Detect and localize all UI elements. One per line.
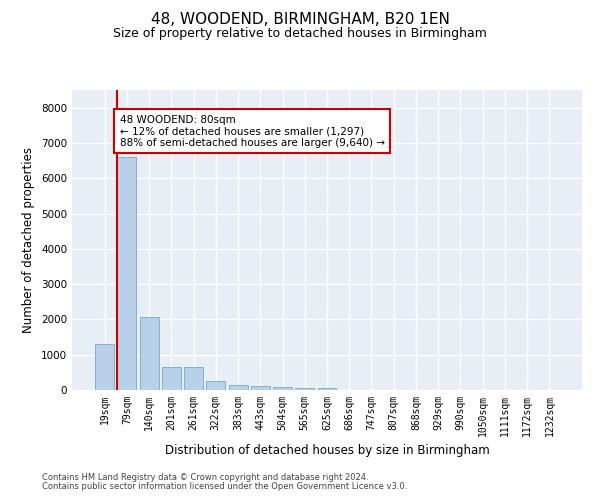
- Text: Size of property relative to detached houses in Birmingham: Size of property relative to detached ho…: [113, 28, 487, 40]
- Y-axis label: Number of detached properties: Number of detached properties: [22, 147, 35, 333]
- Bar: [140, 316, 158, 390]
- Bar: [251, 386, 270, 390]
- Text: 48, WOODEND, BIRMINGHAM, B20 1EN: 48, WOODEND, BIRMINGHAM, B20 1EN: [151, 12, 449, 28]
- X-axis label: Distribution of detached houses by size in Birmingham: Distribution of detached houses by size …: [164, 444, 490, 458]
- Text: Contains public sector information licensed under the Open Government Licence v3: Contains public sector information licen…: [42, 482, 407, 491]
- Bar: [95, 344, 114, 390]
- Bar: [229, 385, 248, 390]
- Text: Contains HM Land Registry data © Crown copyright and database right 2024.: Contains HM Land Registry data © Crown c…: [42, 474, 368, 482]
- Bar: [184, 367, 203, 390]
- Bar: [206, 381, 225, 390]
- Bar: [295, 388, 314, 390]
- Bar: [317, 388, 337, 390]
- Bar: [273, 388, 292, 390]
- Text: 48 WOODEND: 80sqm
← 12% of detached houses are smaller (1,297)
88% of semi-detac: 48 WOODEND: 80sqm ← 12% of detached hous…: [119, 114, 385, 148]
- Bar: [118, 157, 136, 390]
- Bar: [162, 367, 181, 390]
